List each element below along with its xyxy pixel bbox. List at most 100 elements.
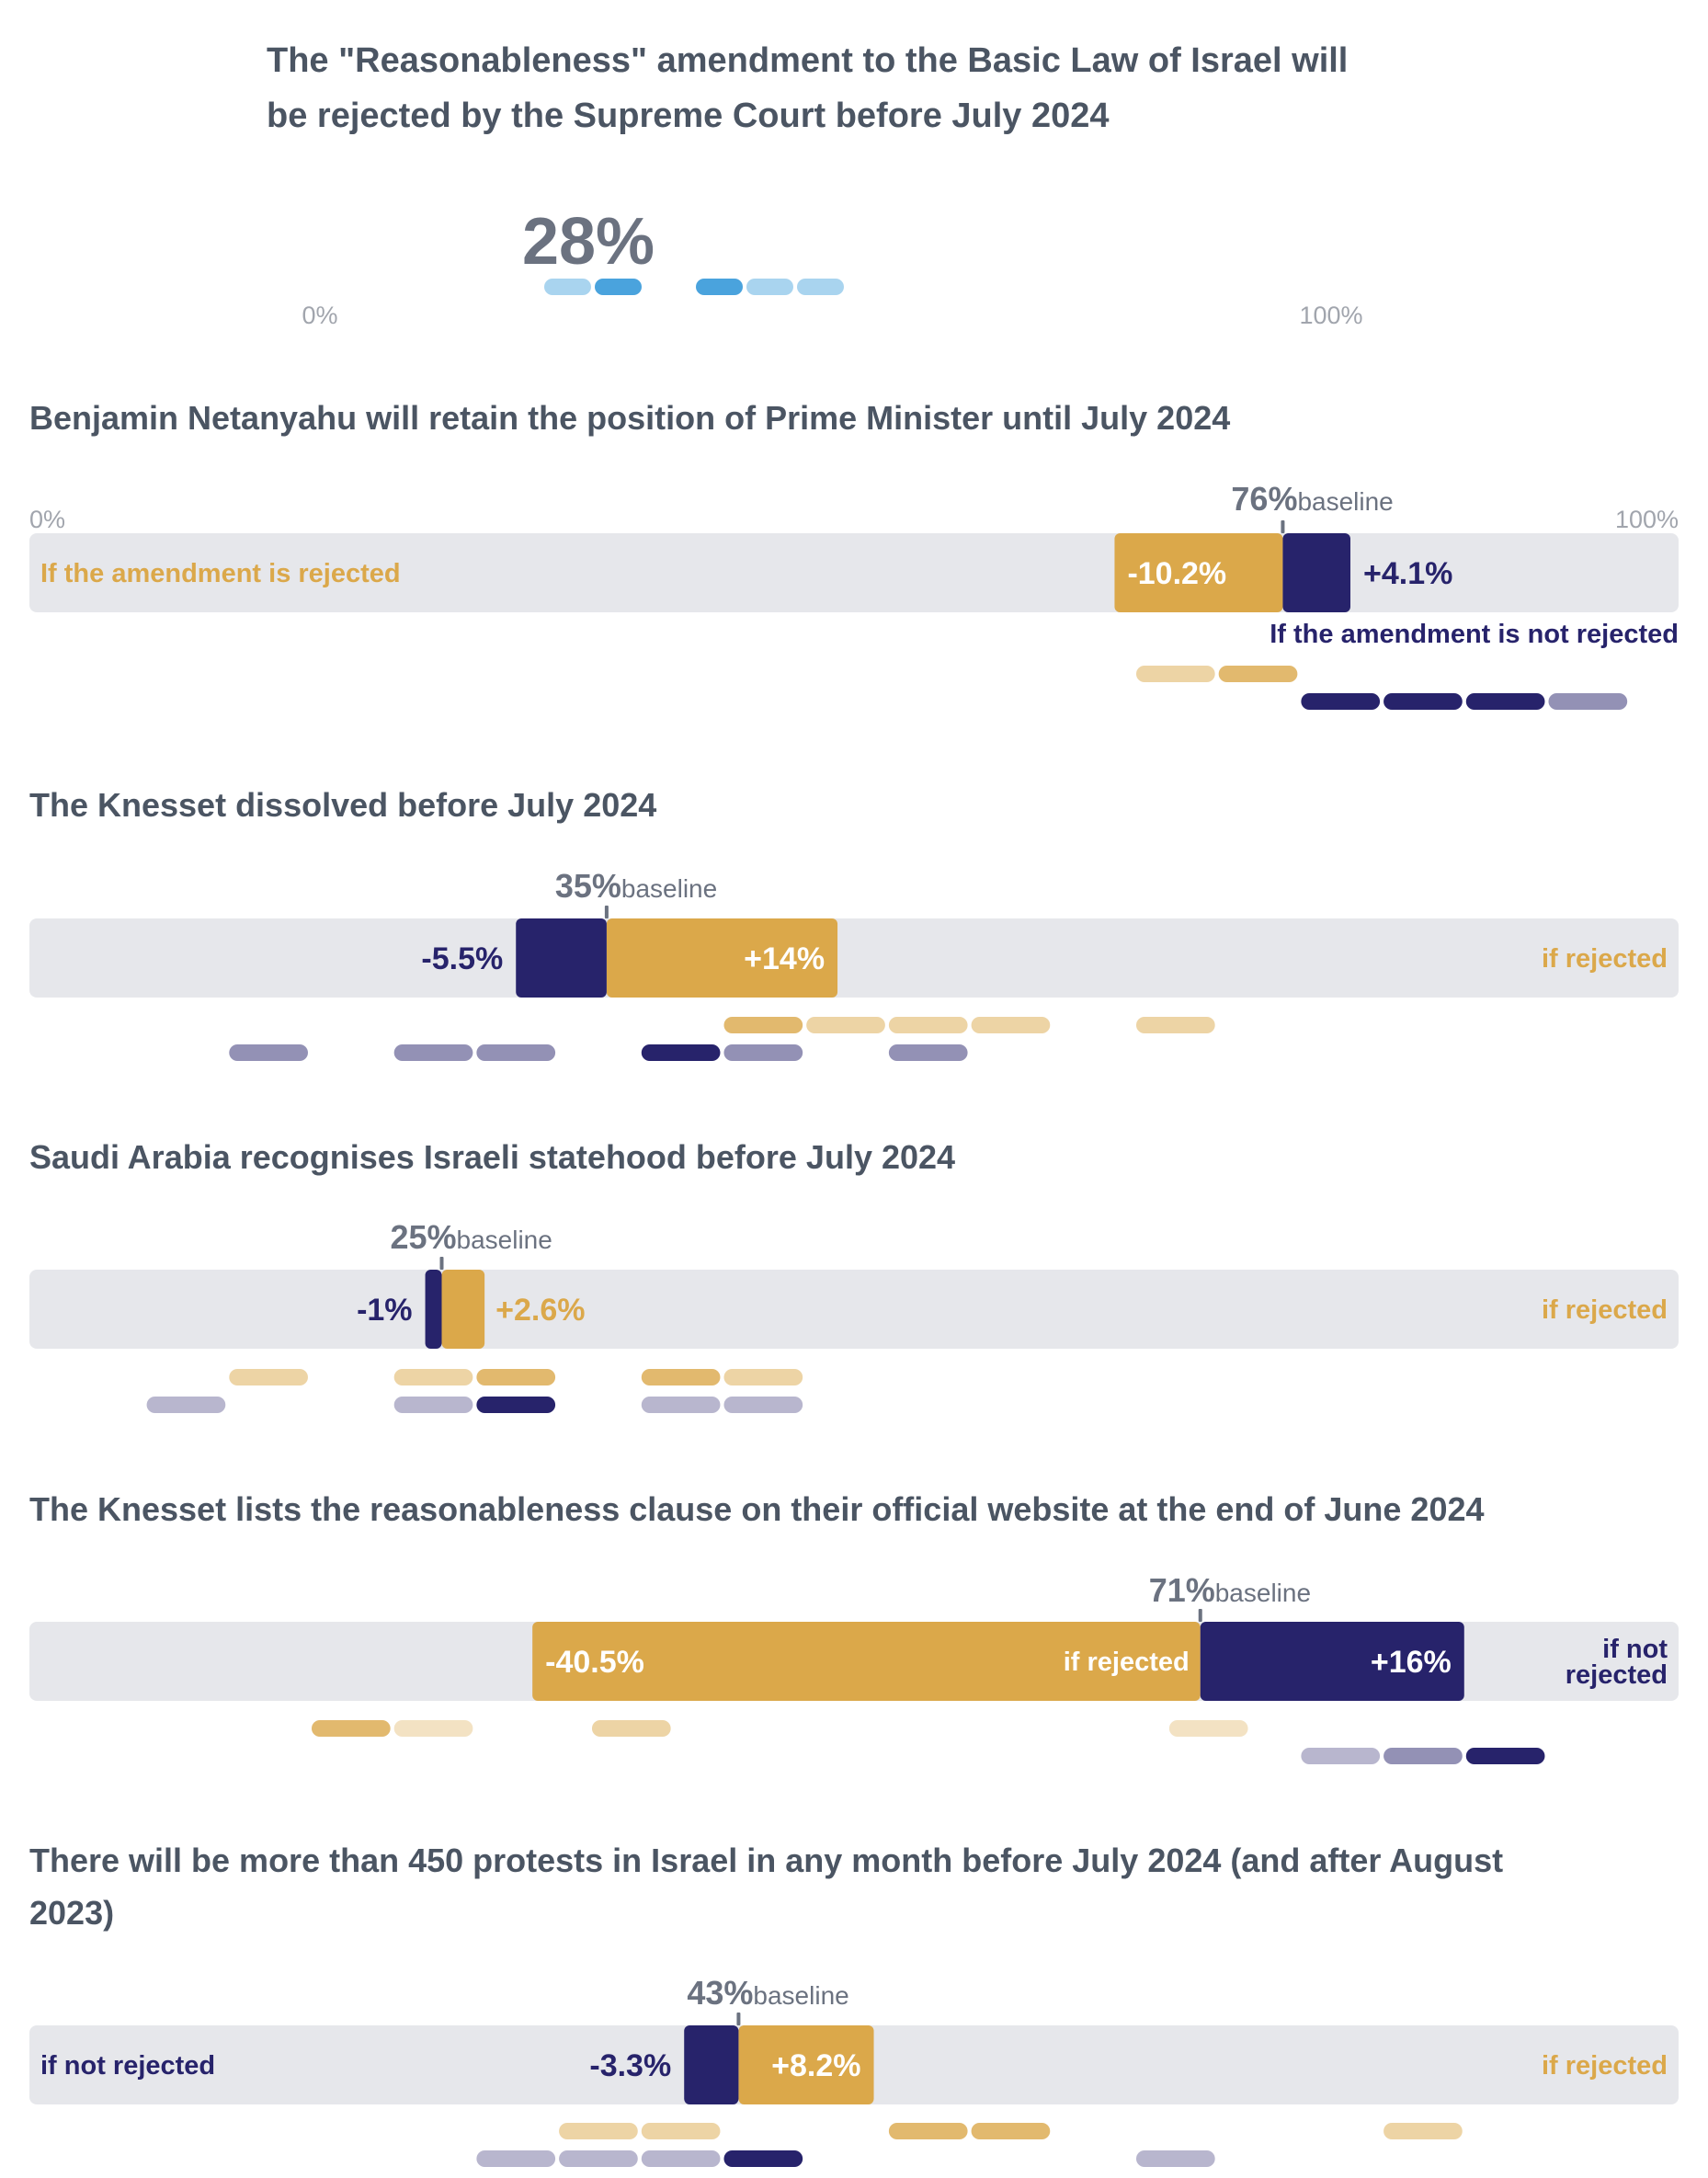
rejected-forecast-pill	[641, 2123, 721, 2139]
rejected-forecast-pill	[1218, 666, 1298, 682]
legend-below-label: If the amendment is not rejected	[1270, 620, 1679, 649]
if-rejected-delta: -10.2%	[1127, 556, 1226, 591]
question-title: The Knesset dissolved before July 2024	[29, 786, 656, 824]
if-not-rejected-delta: +4.1%	[1363, 556, 1452, 591]
question-section: The Knesset lists the reasonableness cla…	[29, 1490, 1679, 1764]
if-rejected-delta: +14%	[744, 941, 825, 976]
not-rejected-forecast-pill	[476, 1397, 556, 1413]
baseline-tick	[1198, 1609, 1202, 1622]
question-title: Saudi Arabia recognises Israeli statehoo…	[29, 1138, 955, 1176]
rejected-forecast-pill	[888, 2123, 968, 2139]
headline-title-line-2: be rejected by the Supreme Court before …	[267, 97, 1110, 135]
if-not-rejected-bar	[1282, 533, 1350, 612]
not-rejected-forecast-pill	[476, 2150, 556, 2167]
if-rejected-bar	[441, 1270, 485, 1349]
not-rejected-forecast-pill	[229, 1044, 308, 1061]
headline-title-line-1: The "Reasonableness" amendment to the Ba…	[267, 41, 1348, 80]
if-rejected-delta: +2.6%	[495, 1293, 585, 1328]
rejected-forecast-pill	[476, 1369, 556, 1385]
rejected-forecast-pill	[229, 1369, 308, 1385]
legend-right-label: if rejected	[1542, 1295, 1668, 1325]
question-title: Benjamin Netanyahu will retain the posit…	[29, 399, 1230, 437]
headline-forecast-pill	[746, 279, 793, 295]
headline-forecast-pill	[797, 279, 844, 295]
question-title: The Knesset lists the reasonableness cla…	[29, 1490, 1485, 1528]
if-rejected-bar	[532, 1622, 1201, 1701]
not-rejected-forecast-pill	[641, 1397, 721, 1413]
not-rejected-forecast-pill	[1383, 693, 1463, 710]
axis-max-label: 100%	[1615, 506, 1679, 533]
question-title-line-2: 2023)	[29, 1894, 114, 1932]
if-not-rejected-delta: -5.5%	[421, 941, 503, 976]
rejected-forecast-pill	[888, 1017, 968, 1033]
rejected-forecast-pill	[806, 1017, 885, 1033]
if-rejected-delta: -40.5%	[545, 1645, 644, 1680]
legend-right-label-line-2: rejected	[1566, 1660, 1668, 1690]
baseline-tick	[439, 1257, 444, 1270]
baseline-word: baseline	[753, 1981, 848, 2010]
not-rejected-forecast-pill	[723, 1044, 803, 1061]
if-not-rejected-bar	[516, 918, 607, 998]
not-rejected-forecast-pill	[888, 1044, 968, 1061]
legend-right-label-line-1: if not	[1602, 1635, 1668, 1664]
headline-forecast-pill	[544, 279, 591, 295]
if-not-rejected-bar	[684, 2025, 739, 2104]
not-rejected-forecast-pill	[393, 1044, 473, 1061]
bar-track	[29, 918, 1679, 998]
if-not-rejected-delta: +16%	[1371, 1645, 1452, 1680]
baseline-word: baseline	[1297, 487, 1393, 516]
legend-right-label: if rejected	[1542, 2051, 1668, 2081]
rejected-forecast-pill	[559, 2123, 638, 2139]
if-rejected-delta: +8.2%	[771, 2048, 860, 2083]
not-rejected-forecast-pill	[641, 1044, 721, 1061]
rejected-forecast-pill	[393, 1720, 473, 1737]
rejected-forecast-pill	[723, 1369, 803, 1385]
not-rejected-forecast-pill	[393, 1397, 473, 1413]
not-rejected-forecast-pill	[1465, 693, 1545, 710]
not-rejected-forecast-pill	[476, 1044, 556, 1061]
question-section: The Knesset dissolved before July 2024 35…	[29, 786, 1679, 1061]
if-not-rejected-delta: -1%	[357, 1293, 412, 1328]
not-rejected-forecast-pill	[1301, 693, 1381, 710]
rejected-forecast-pill	[1168, 1720, 1248, 1737]
legend-left-label: If the amendment is rejected	[40, 559, 401, 588]
baseline-value: 43%	[687, 1974, 753, 2012]
question-section: There will be more than 450 protests in …	[29, 1842, 1679, 2167]
not-rejected-forecast-pill	[146, 1397, 226, 1413]
question-section: Saudi Arabia recognises Israeli statehoo…	[29, 1138, 1679, 1413]
not-rejected-forecast-pill	[1548, 693, 1628, 710]
headline-axis-max: 100%	[1299, 302, 1362, 329]
rejected-forecast-pill	[1383, 2123, 1463, 2139]
not-rejected-forecast-pill	[723, 2150, 803, 2167]
rejected-forecast-pill	[1135, 1017, 1215, 1033]
rejected-forecast-pill	[311, 1720, 391, 1737]
baseline-tick	[736, 2013, 741, 2025]
not-rejected-forecast-pill	[1383, 1748, 1463, 1764]
headline-forecast-pill	[696, 279, 743, 295]
rejected-forecast-pill	[1135, 666, 1215, 682]
headline-axis-min: 0%	[302, 302, 337, 329]
rejected-forecast-pill	[971, 1017, 1051, 1033]
legend-right-label: if rejected	[1542, 944, 1668, 974]
rejected-forecast-pill	[723, 1017, 803, 1033]
baseline-tick	[604, 906, 609, 918]
rejected-forecast-pill	[641, 1369, 721, 1385]
bar-track	[29, 1270, 1679, 1349]
if-not-rejected-delta: -3.3%	[589, 2048, 671, 2083]
headline-forecast-pill	[595, 279, 642, 295]
baseline-tick	[1281, 520, 1285, 533]
if-rejected-bar	[1114, 533, 1283, 612]
if-rejected-bar	[606, 918, 838, 998]
question-section: Benjamin Netanyahu will retain the posit…	[29, 399, 1679, 710]
axis-min-label: 0%	[29, 506, 65, 533]
not-rejected-forecast-pill	[559, 2150, 638, 2167]
rejected-forecast-pill	[591, 1720, 671, 1737]
baseline-word: baseline	[1215, 1579, 1311, 1607]
baseline-value: 71%	[1149, 1571, 1215, 1609]
baseline-value: 76%	[1231, 480, 1297, 518]
if-not-rejected-bar	[1200, 1622, 1464, 1701]
not-rejected-forecast-pill	[641, 2150, 721, 2167]
legend-left-label: if not rejected	[40, 2051, 215, 2081]
baseline-value: 35%	[555, 867, 621, 905]
